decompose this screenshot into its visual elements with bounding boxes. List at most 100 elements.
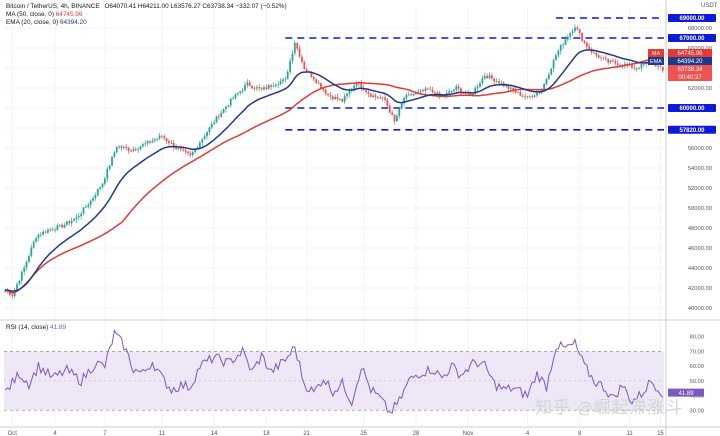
candle-body xyxy=(600,57,602,59)
candle-body xyxy=(175,147,178,149)
candle-body xyxy=(616,63,619,66)
candle-body xyxy=(77,216,80,218)
candle-body xyxy=(479,83,481,87)
candle-body xyxy=(607,58,610,63)
candle-body xyxy=(640,63,643,69)
candle-body xyxy=(346,93,348,97)
candle-body xyxy=(222,108,225,113)
candle-body xyxy=(481,78,484,84)
candle-body xyxy=(51,229,54,231)
candle-body xyxy=(66,221,68,225)
candle-body xyxy=(82,207,85,214)
candle-body xyxy=(593,52,595,54)
ma-legend[interactable]: MA (50, close, 0) 64745.96 xyxy=(6,11,82,19)
candle-body xyxy=(44,231,47,233)
candle-body xyxy=(122,146,125,148)
candle-body xyxy=(500,82,503,84)
candle-body xyxy=(512,87,515,91)
candle-body xyxy=(248,82,251,86)
candle-body xyxy=(526,96,529,98)
time-tick-label: Nov xyxy=(463,431,474,436)
candle-body xyxy=(89,200,92,205)
candle-body xyxy=(623,63,626,66)
candle-body xyxy=(320,83,322,89)
candle-body xyxy=(486,75,489,79)
price-tick-label: 62000.00 xyxy=(688,86,712,92)
candle-body xyxy=(448,91,451,93)
candle-body xyxy=(315,79,318,83)
candle-body xyxy=(471,93,474,96)
currency-caption: USDT xyxy=(701,3,717,10)
candle-body xyxy=(564,39,567,45)
rsi-legend[interactable]: RSI (14, close) 41.89 xyxy=(6,324,66,332)
candle-body xyxy=(298,48,301,57)
candle-body xyxy=(168,140,170,144)
price-tick-label: 42000.00 xyxy=(688,286,712,292)
candle-body xyxy=(597,55,600,58)
watermark: 知乎 @崛起滞涨斗 xyxy=(535,393,683,418)
candle-body xyxy=(505,85,508,87)
candle-body xyxy=(524,96,527,98)
candle-body xyxy=(113,152,116,157)
candle-body xyxy=(543,84,546,91)
price-tick-label: 50000.00 xyxy=(688,206,712,212)
level-tag-bg xyxy=(668,104,716,112)
candle-body xyxy=(483,75,486,79)
price-tick-label: 48000.00 xyxy=(688,226,712,232)
candle-body xyxy=(642,63,645,65)
candle-body xyxy=(552,59,555,69)
level-tag-bg xyxy=(668,125,716,134)
candle-body xyxy=(220,112,223,118)
candle-body xyxy=(517,91,519,93)
candle-body xyxy=(236,92,239,95)
price-tag-bg xyxy=(668,57,712,65)
candle-body xyxy=(196,147,199,149)
candle-body xyxy=(581,33,583,41)
rsi-tag-label: 41.89 xyxy=(678,391,694,397)
ma-label: MA (50, close, 0) xyxy=(6,11,54,18)
candle-body xyxy=(179,148,182,150)
candle-body xyxy=(609,60,612,63)
candle-body xyxy=(426,88,429,90)
candle-body xyxy=(388,105,391,113)
candle-body xyxy=(595,53,598,56)
candle-body xyxy=(49,229,52,231)
indicator-name-tag xyxy=(648,49,664,57)
candle-body xyxy=(417,91,420,93)
candle-body xyxy=(54,229,56,231)
candle-body xyxy=(239,91,242,93)
candle-body xyxy=(533,95,536,98)
candle-body xyxy=(201,139,204,143)
candle-body xyxy=(322,88,325,90)
level-tag-bg xyxy=(668,34,716,42)
candle-body xyxy=(253,87,256,89)
ohlc-values: O64070.41 H64211.00 L63576.27 C63738.34 … xyxy=(104,3,287,10)
candle-body xyxy=(531,96,534,98)
candle-body xyxy=(92,198,94,201)
candle-body xyxy=(659,65,662,67)
candle-body xyxy=(495,81,498,83)
candle-body xyxy=(545,79,548,85)
price-tick-label: 68000.00 xyxy=(688,26,712,32)
candle-body xyxy=(18,280,21,285)
candle-body xyxy=(566,36,569,40)
candle-body xyxy=(191,151,194,155)
candle-body xyxy=(210,124,213,128)
candle-body xyxy=(111,156,113,166)
rsi-tick-label: 80.00 xyxy=(689,335,704,341)
candle-body xyxy=(612,60,614,62)
candle-body xyxy=(260,88,263,90)
price-tag-bg xyxy=(668,65,712,73)
ema-legend[interactable]: EMA (20, close, 0) 64394.20 xyxy=(6,19,87,27)
candle-body xyxy=(130,150,132,152)
candle-body xyxy=(293,42,296,54)
candle-body xyxy=(39,234,42,236)
candle-body xyxy=(189,153,192,155)
candle-body xyxy=(460,88,462,93)
candle-body xyxy=(365,90,367,92)
time-tick-label: 4 xyxy=(526,431,530,436)
candle-body xyxy=(267,85,270,89)
price-tick-label: 46000.00 xyxy=(688,246,712,252)
candle-body xyxy=(301,56,303,63)
